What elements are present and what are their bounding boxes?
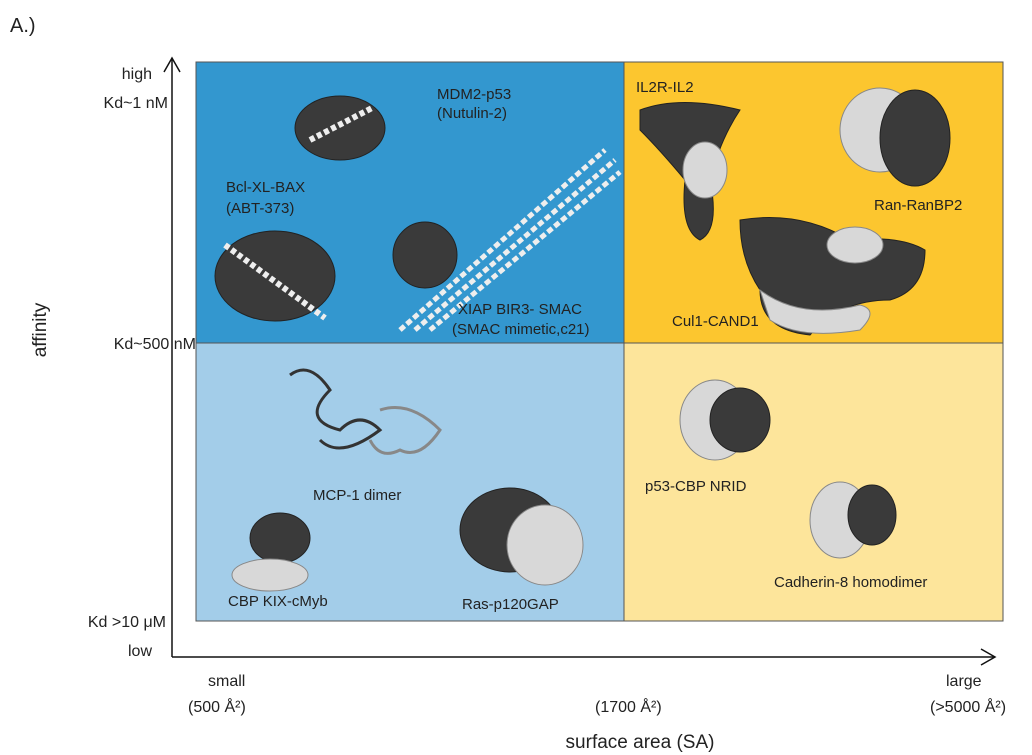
y-title: affinity (30, 302, 51, 357)
y-label: low (128, 643, 152, 660)
figure: A.) high Kd~1 nM Kd~500 nM Kd >10 μM low… (0, 0, 1032, 755)
complex-label: XIAP BIR3- SMAC (458, 301, 582, 318)
complex-label: Cadherin-8 homodimer (774, 574, 927, 591)
panel-label: A.) (10, 15, 36, 37)
x-title: surface area (SA) (566, 732, 715, 753)
complex-label: (ABT-373) (226, 200, 294, 217)
complex-label: IL2R-IL2 (636, 79, 694, 96)
complex-label: (Nutulin-2) (437, 105, 507, 122)
complex-label: Ran-RanBP2 (874, 197, 962, 214)
x-label: (500 Å²) (188, 697, 246, 716)
complex-label: MCP-1 dimer (313, 487, 401, 504)
y-label: Kd~1 nM (104, 95, 168, 112)
complex-label: Ras-p120GAP (462, 596, 559, 613)
x-label: (1700 Å²) (595, 697, 662, 716)
complex-label: Cul1-CAND1 (672, 313, 759, 330)
complex-label: MDM2-p53 (437, 86, 511, 103)
y-label: Kd~500 nM (114, 336, 196, 353)
x-label: small (208, 673, 245, 690)
complex-label: (SMAC mimetic,c21) (452, 321, 590, 338)
y-label: high (122, 66, 152, 83)
complex-label: p53-CBP NRID (645, 478, 747, 495)
y-label: Kd >10 μM (88, 614, 166, 631)
x-label: (>5000 Å²) (930, 697, 1006, 716)
complex-label: CBP KIX-cMyb (228, 593, 328, 610)
x-label: large (946, 673, 982, 690)
complex-label: Bcl-XL-BAX (226, 179, 305, 196)
